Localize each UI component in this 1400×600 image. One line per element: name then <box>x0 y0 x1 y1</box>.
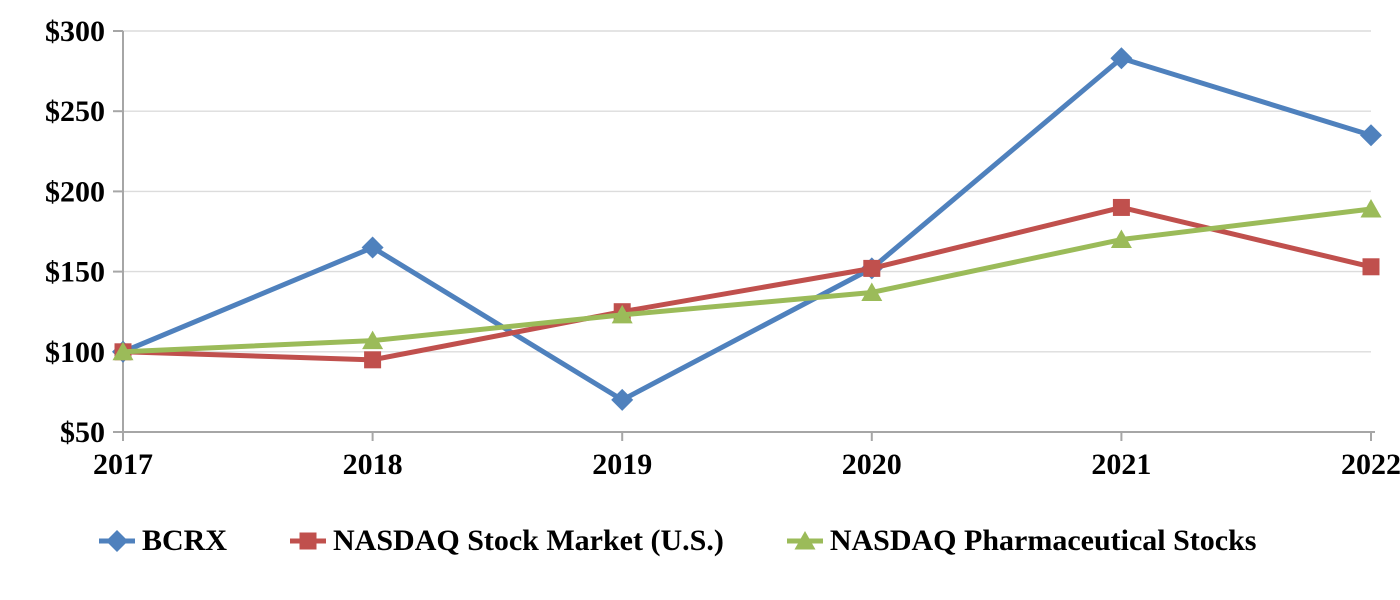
legend-label-nasdaq-pharmaceutical: NASDAQ Pharmaceutical Stocks <box>829 524 1257 557</box>
series-line <box>120 206 1374 355</box>
y-axis-label: $50 <box>60 416 105 449</box>
y-axis-label: $200 <box>45 175 105 208</box>
series-line <box>120 204 1374 363</box>
legend-item-nasdaq-pharmaceutical: NASDAQ Pharmaceutical Stocks <box>786 524 1257 558</box>
diamond-marker-icon <box>1110 47 1133 70</box>
legend-item-bcrx: BCRX <box>98 524 227 558</box>
square-marker-icon <box>1362 258 1380 276</box>
triangle-marker-icon <box>861 282 883 301</box>
y-axis-label: $100 <box>45 336 105 369</box>
y-axis-label: $250 <box>45 95 105 128</box>
square-marker-icon <box>1112 198 1130 216</box>
diamond-marker-icon <box>1360 124 1382 147</box>
triangle-marker-icon <box>794 531 816 550</box>
square-marker-icon <box>290 532 327 550</box>
triangle-marker-icon <box>1110 229 1132 249</box>
diamond-marker-icon <box>611 388 634 411</box>
x-axis-label: 2019 <box>592 448 652 481</box>
series-line <box>120 55 1374 403</box>
triangle-marker-icon <box>786 531 823 550</box>
diamond-marker-icon <box>106 530 128 552</box>
y-axis-label: $150 <box>45 256 105 289</box>
legend-label-nasdaq-stock-market: NASDAQ Stock Market (U.S.) <box>333 524 724 557</box>
triangle-marker-icon <box>362 330 384 350</box>
square-marker-icon <box>364 351 382 369</box>
diamond-marker-icon <box>99 530 135 552</box>
legend-label-bcrx: BCRX <box>142 524 228 557</box>
triangle-marker-icon <box>611 304 633 324</box>
x-axis-label: 2018 <box>343 448 403 481</box>
series-NASDAQ Stock Market (U.S.) <box>114 198 1380 369</box>
x-axis-label: 2017 <box>93 448 153 481</box>
square-marker-icon <box>863 259 881 277</box>
line-chart-plot-area: $50 $100 $150 $200 $250 $300 2017 2018 2019 2020 2… <box>45 15 1400 481</box>
triangle-marker-icon <box>112 341 134 361</box>
y-axis-label: $300 <box>45 15 105 48</box>
square-marker-icon <box>299 532 317 550</box>
chart-legend: BCRX NASDAQ Stock Market (U.S.) NASDAQ P… <box>98 524 1256 558</box>
x-axis-label: 2022 <box>1341 448 1400 481</box>
x-axis-label: 2021 <box>1091 448 1151 481</box>
diamond-marker-icon <box>361 236 384 259</box>
series-NASDAQ Pharmaceutical Stocks <box>112 199 1382 361</box>
legend-item-nasdaq-stock-market: NASDAQ Stock Market (U.S.) <box>289 524 724 558</box>
x-axis-label: 2020 <box>842 448 902 481</box>
triangle-marker-icon <box>1360 199 1382 218</box>
